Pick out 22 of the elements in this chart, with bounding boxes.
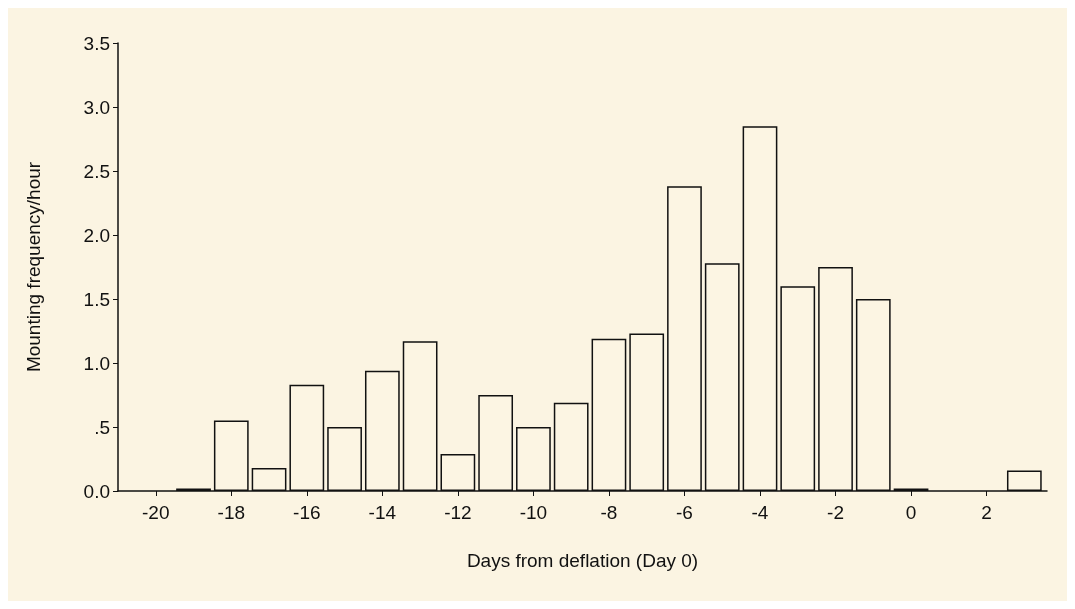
x-tick-label: -14 bbox=[368, 502, 397, 523]
x-tick-label: -8 bbox=[600, 502, 618, 523]
y-tick-label: 1.5 bbox=[83, 288, 110, 310]
y-tick-label: 3.0 bbox=[83, 96, 110, 118]
y-tick-label: 2.5 bbox=[83, 160, 110, 182]
x-tick-label: -18 bbox=[217, 502, 246, 523]
x-axis-title: Days from deflation (Day 0) bbox=[466, 550, 699, 571]
x-tick-label: -4 bbox=[751, 502, 769, 523]
x-tick-label: -20 bbox=[142, 502, 170, 523]
x-tick-label: -16 bbox=[293, 502, 321, 523]
y-tick-label: 1.0 bbox=[83, 352, 110, 374]
y-tick-label: 2.0 bbox=[83, 224, 110, 246]
y-axis-title: Mounting frequency/hour bbox=[23, 161, 44, 373]
x-tick-label: -2 bbox=[827, 502, 844, 523]
x-tick-label: -12 bbox=[444, 502, 472, 523]
y-tick-label: .5 bbox=[94, 416, 110, 438]
x-tick-label: 2 bbox=[981, 502, 992, 523]
y-tick-label: 3.5 bbox=[83, 32, 110, 54]
x-tick-label: 0 bbox=[905, 502, 917, 523]
x-tick-label: -10 bbox=[519, 502, 548, 523]
x-tick-label: -6 bbox=[676, 502, 693, 523]
y-tick-label: 0.0 bbox=[83, 480, 110, 502]
